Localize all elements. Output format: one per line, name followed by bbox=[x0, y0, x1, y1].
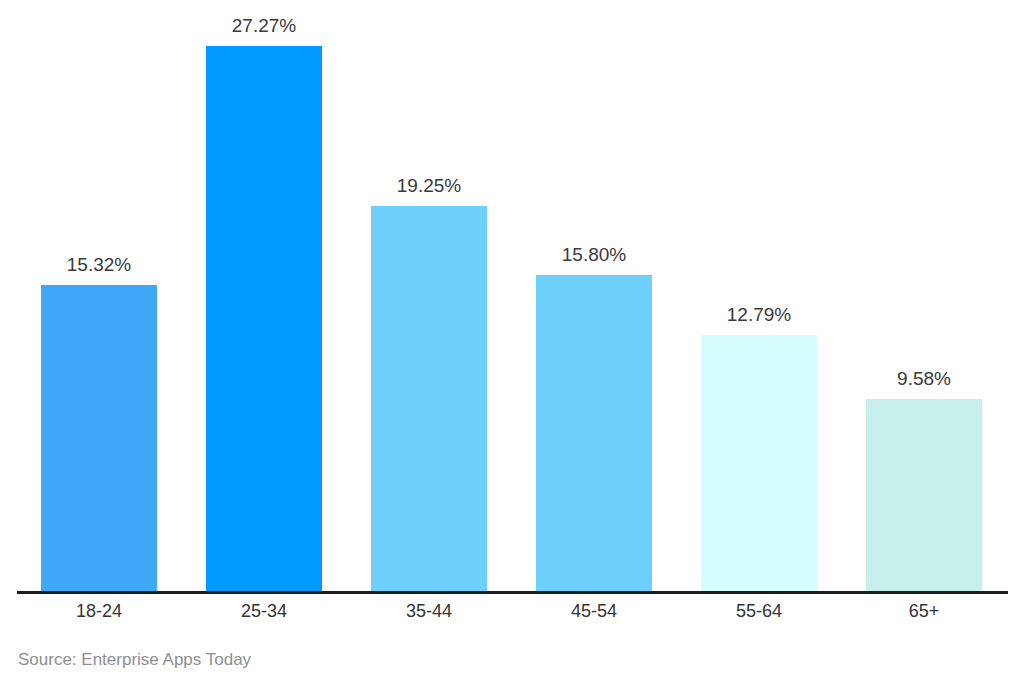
bar-value-label: 15.32% bbox=[11, 254, 187, 276]
bar bbox=[701, 335, 817, 591]
bar-value-label: 12.79% bbox=[671, 304, 847, 326]
x-axis-label: 35-44 bbox=[351, 599, 507, 623]
x-axis-line bbox=[17, 591, 1008, 594]
bar bbox=[536, 275, 652, 591]
source-attribution: Source: Enterprise Apps Today bbox=[18, 648, 251, 672]
bar-value-label: 9.58% bbox=[836, 368, 1012, 390]
bar-value-label: 27.27% bbox=[176, 15, 352, 37]
x-axis-label: 45-54 bbox=[516, 599, 672, 623]
bar bbox=[206, 46, 322, 591]
x-axis-label: 25-34 bbox=[186, 599, 342, 623]
x-axis-label: 18-24 bbox=[21, 599, 177, 623]
bar bbox=[41, 285, 157, 591]
x-axis-label: 65+ bbox=[846, 599, 1002, 623]
bar-value-label: 19.25% bbox=[341, 175, 517, 197]
plot-area: 15.32% 18-24 27.27% 25-34 19.25% 35-44 15.80% 4… bbox=[0, 0, 1024, 694]
bar-chart: 15.32% 18-24 27.27% 25-34 19.25% 35-44 15.80% 4… bbox=[0, 0, 1024, 694]
bar bbox=[866, 399, 982, 591]
bar-value-label: 15.80% bbox=[506, 244, 682, 266]
x-axis-label: 55-64 bbox=[681, 599, 837, 623]
bar bbox=[371, 206, 487, 591]
